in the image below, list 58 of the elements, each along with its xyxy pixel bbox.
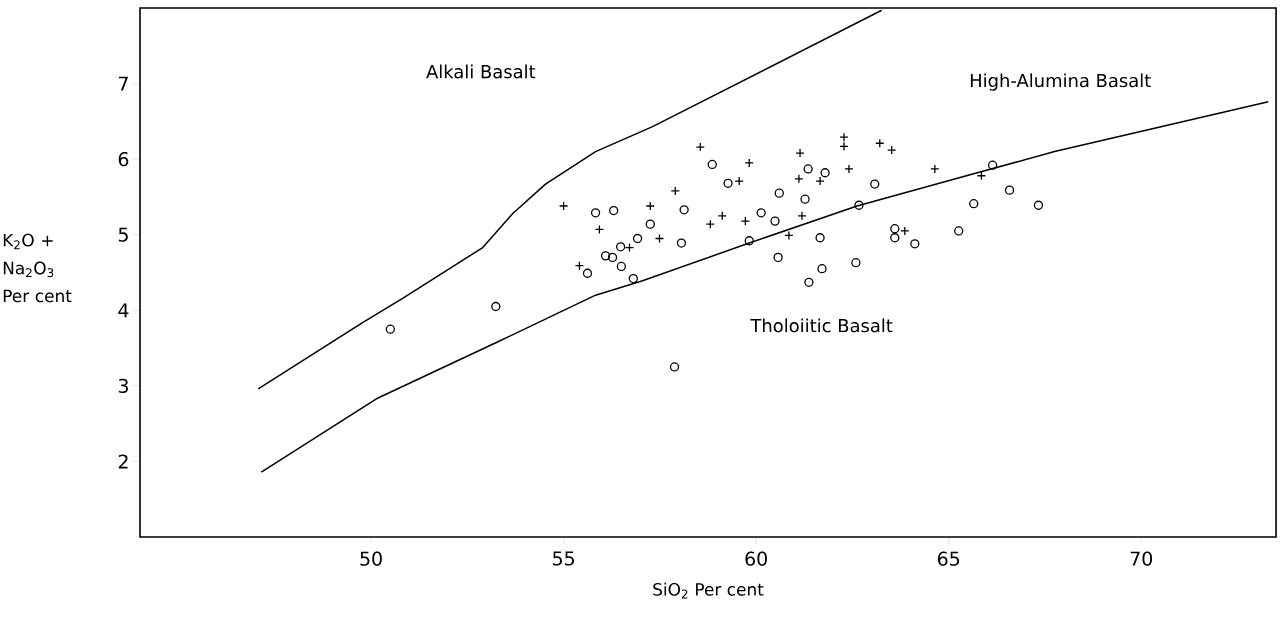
point	[784, 230, 794, 241]
point	[632, 233, 643, 244]
y-tick-label: 5	[118, 227, 128, 242]
point	[890, 233, 900, 243]
point	[491, 301, 501, 312]
annotation: Alkali Basalt	[426, 64, 536, 79]
x-tick-label: 55	[553, 551, 574, 566]
point	[628, 273, 638, 284]
y-tick-label: 3	[118, 378, 128, 394]
y-tick-label: 2	[118, 454, 128, 469]
point	[723, 178, 733, 188]
point	[1033, 200, 1044, 210]
x-tick-label: 65	[937, 551, 960, 566]
point	[774, 188, 784, 198]
point	[803, 164, 813, 174]
point	[851, 258, 861, 268]
point	[669, 362, 680, 372]
point	[676, 238, 687, 248]
point	[707, 159, 717, 170]
point	[969, 199, 979, 209]
point	[770, 216, 780, 226]
point	[910, 239, 920, 249]
point	[645, 219, 655, 229]
point	[854, 200, 864, 210]
point	[773, 252, 783, 263]
point	[616, 261, 627, 272]
point	[590, 208, 601, 218]
point	[820, 168, 830, 178]
point	[800, 194, 810, 204]
point	[794, 174, 804, 184]
x-tick-label: 50	[360, 551, 382, 566]
x-tick-label: 60	[745, 551, 767, 566]
point	[609, 205, 619, 216]
y-tick-label: 4	[118, 303, 129, 318]
x-tick-label: 70	[1130, 551, 1153, 566]
line-series	[260, 100, 1270, 473]
point	[954, 226, 964, 236]
point	[987, 160, 998, 170]
point	[870, 179, 880, 189]
point	[705, 219, 715, 229]
point	[804, 277, 814, 287]
point	[679, 205, 689, 215]
point	[582, 268, 593, 278]
annotation: Tholoiitic Basalt	[750, 318, 893, 333]
y-tick-label: 6	[118, 151, 129, 167]
point	[815, 233, 825, 243]
point	[756, 208, 766, 218]
point	[607, 252, 618, 263]
point	[817, 264, 827, 274]
y-tick-label: 7	[118, 76, 128, 91]
y-axis-title: K$_{2}$O + Na$_{2}$O$_{3}$ Per cent	[3, 233, 72, 303]
point	[558, 201, 569, 211]
point	[385, 324, 395, 334]
x-axis-title: SiO$_{2}$ Per cent	[653, 582, 764, 599]
point	[1004, 185, 1015, 195]
annotation: High-Alumina Basalt	[970, 73, 1151, 91]
point	[600, 251, 611, 261]
point	[744, 236, 754, 246]
